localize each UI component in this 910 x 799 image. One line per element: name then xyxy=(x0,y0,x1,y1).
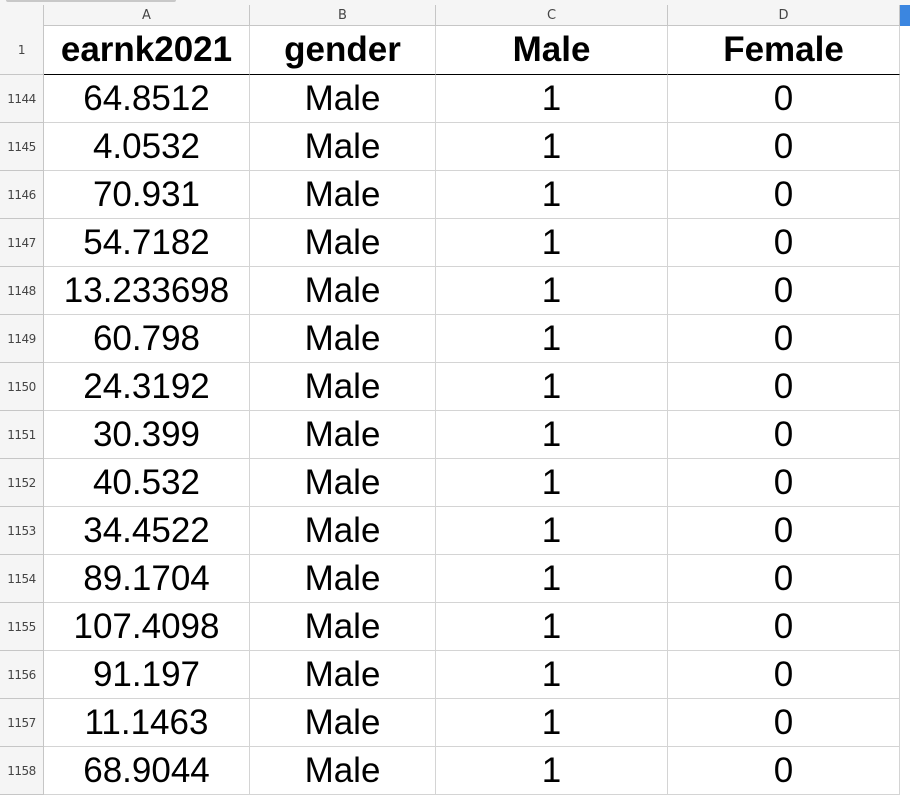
row-header[interactable]: 1146 xyxy=(0,171,44,219)
data-cell[interactable]: Male xyxy=(250,603,436,651)
scroll-position-marker[interactable] xyxy=(900,5,910,26)
data-cell[interactable]: 1 xyxy=(436,459,668,507)
data-cell[interactable]: 0 xyxy=(668,75,900,123)
data-cell[interactable]: 0 xyxy=(668,267,900,315)
row-header[interactable]: 1154 xyxy=(0,555,44,603)
data-cell[interactable]: 0 xyxy=(668,411,900,459)
data-cell[interactable]: 1 xyxy=(436,123,668,171)
data-cell[interactable]: 0 xyxy=(668,219,900,267)
data-cell[interactable]: Male xyxy=(250,219,436,267)
data-cell[interactable]: 0 xyxy=(668,315,900,363)
header-cell[interactable]: earnk2021 xyxy=(44,26,250,75)
data-cell[interactable]: 1 xyxy=(436,747,668,795)
data-cell[interactable]: Male xyxy=(250,171,436,219)
data-cell[interactable]: Male xyxy=(250,651,436,699)
data-cell[interactable]: 60.798 xyxy=(44,315,250,363)
data-cell[interactable]: 0 xyxy=(668,507,900,555)
data-cell[interactable]: 0 xyxy=(668,123,900,171)
data-cell[interactable]: 0 xyxy=(668,699,900,747)
data-cell[interactable]: 91.197 xyxy=(44,651,250,699)
data-cell[interactable]: 24.3192 xyxy=(44,363,250,411)
data-cell[interactable]: Male xyxy=(250,363,436,411)
data-cell[interactable]: 1 xyxy=(436,75,668,123)
row-header[interactable]: 1151 xyxy=(0,411,44,459)
data-cell[interactable]: 30.399 xyxy=(44,411,250,459)
data-cell[interactable]: 89.1704 xyxy=(44,555,250,603)
data-cell[interactable]: Male xyxy=(250,411,436,459)
data-cell[interactable]: Male xyxy=(250,267,436,315)
data-cell[interactable]: 1 xyxy=(436,219,668,267)
data-cell[interactable]: 1 xyxy=(436,651,668,699)
sheet-tab-edge[interactable] xyxy=(6,0,176,2)
data-cell[interactable]: 0 xyxy=(668,363,900,411)
row-header[interactable]: 1157 xyxy=(0,699,44,747)
data-cell[interactable]: Male xyxy=(250,459,436,507)
data-cell[interactable]: Male xyxy=(250,555,436,603)
data-cell[interactable]: 40.532 xyxy=(44,459,250,507)
row-header[interactable]: 1158 xyxy=(0,747,44,795)
data-cell[interactable]: 70.931 xyxy=(44,171,250,219)
row-header[interactable]: 1152 xyxy=(0,459,44,507)
data-cell[interactable]: 107.4098 xyxy=(44,603,250,651)
row-header[interactable]: 1148 xyxy=(0,267,44,315)
row-header[interactable]: 1145 xyxy=(0,123,44,171)
data-cell[interactable]: 1 xyxy=(436,363,668,411)
row-header[interactable]: 1149 xyxy=(0,315,44,363)
data-cell[interactable]: 4.0532 xyxy=(44,123,250,171)
row-header[interactable]: 1150 xyxy=(0,363,44,411)
header-cell[interactable]: Female xyxy=(668,26,900,75)
column-header-d[interactable]: D xyxy=(668,5,900,26)
row-header[interactable]: 1155 xyxy=(0,603,44,651)
data-cell[interactable]: 34.4522 xyxy=(44,507,250,555)
data-cell[interactable]: 1 xyxy=(436,411,668,459)
data-cell[interactable]: 1 xyxy=(436,507,668,555)
data-cell[interactable]: 1 xyxy=(436,315,668,363)
data-cell[interactable]: 0 xyxy=(668,555,900,603)
data-cell[interactable]: 1 xyxy=(436,555,668,603)
data-cell[interactable]: 13.233698 xyxy=(44,267,250,315)
select-all-corner[interactable] xyxy=(0,5,44,26)
data-cell[interactable]: 68.9044 xyxy=(44,747,250,795)
data-cell[interactable]: 0 xyxy=(668,747,900,795)
data-cell[interactable]: 0 xyxy=(668,603,900,651)
row-header[interactable]: 1144 xyxy=(0,75,44,123)
data-cell[interactable]: Male xyxy=(250,507,436,555)
row-header-1[interactable]: 1 xyxy=(0,26,44,75)
data-cell[interactable]: 0 xyxy=(668,171,900,219)
data-cell[interactable]: 0 xyxy=(668,651,900,699)
data-cell[interactable]: 54.7182 xyxy=(44,219,250,267)
header-cell[interactable]: gender xyxy=(250,26,436,75)
header-cell[interactable]: Male xyxy=(436,26,668,75)
data-cell[interactable]: 0 xyxy=(668,459,900,507)
top-strip xyxy=(0,0,910,5)
data-cell[interactable]: Male xyxy=(250,123,436,171)
row-header[interactable]: 1156 xyxy=(0,651,44,699)
data-cell[interactable]: 1 xyxy=(436,699,668,747)
column-header-a[interactable]: A xyxy=(44,5,250,26)
row-header[interactable]: 1147 xyxy=(0,219,44,267)
column-header-b[interactable]: B xyxy=(250,5,436,26)
data-cell[interactable]: Male xyxy=(250,699,436,747)
data-cell[interactable]: Male xyxy=(250,747,436,795)
data-cell[interactable]: 1 xyxy=(436,603,668,651)
data-cell[interactable]: 64.8512 xyxy=(44,75,250,123)
column-header-c[interactable]: C xyxy=(436,5,668,26)
data-cell[interactable]: 11.1463 xyxy=(44,699,250,747)
data-cell[interactable]: Male xyxy=(250,75,436,123)
row-header[interactable]: 1153 xyxy=(0,507,44,555)
data-cell[interactable]: Male xyxy=(250,315,436,363)
data-cell[interactable]: 1 xyxy=(436,267,668,315)
data-cell[interactable]: 1 xyxy=(436,171,668,219)
